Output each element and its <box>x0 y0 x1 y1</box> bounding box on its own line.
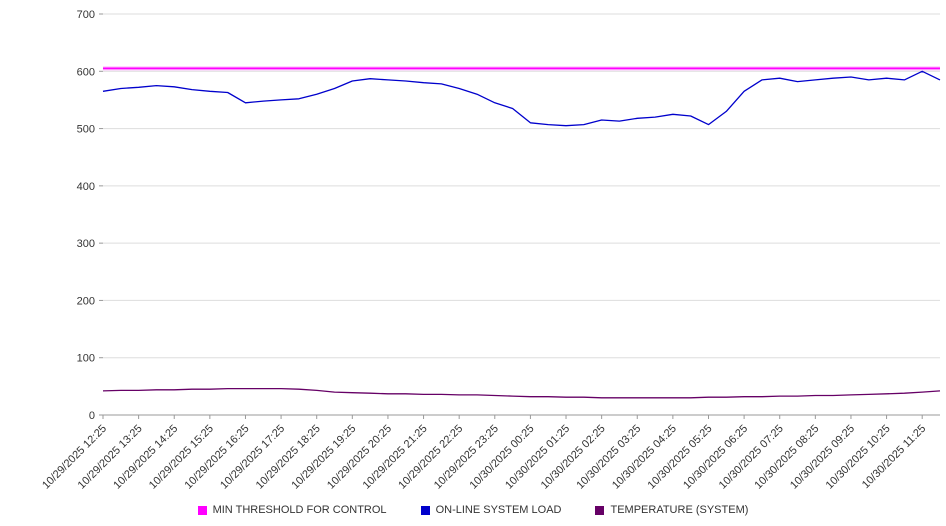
x-tick-label: 10/29/2025 17:25 <box>218 423 287 492</box>
y-tick-label: 500 <box>77 124 95 136</box>
x-tick-label: 10/29/2025 16:25 <box>183 423 252 492</box>
legend-item-min-threshold[interactable]: MIN THRESHOLD FOR CONTROL <box>197 504 387 516</box>
x-tick-label: 10/29/2025 12:25 <box>40 423 109 492</box>
y-tick-label: 700 <box>77 9 95 21</box>
legend-swatch <box>420 505 430 515</box>
series-line <box>102 70 941 127</box>
series-line <box>102 387 941 399</box>
x-tick-label: 10/29/2025 19:25 <box>289 423 358 492</box>
x-tick-label: 10/30/2025 04:25 <box>610 423 679 492</box>
x-tick-label: 10/30/2025 01:25 <box>503 423 572 492</box>
y-tick-label: 100 <box>77 353 95 365</box>
x-tick-label: 10/30/2025 06:25 <box>681 423 750 492</box>
x-tick-label: 10/29/2025 13:25 <box>76 423 145 492</box>
x-tick-label: 10/30/2025 09:25 <box>788 423 857 492</box>
y-tick-label: 300 <box>77 238 95 250</box>
x-tick-label: 10/29/2025 15:25 <box>147 423 216 492</box>
legend-swatch <box>197 505 207 515</box>
chart-legend: MIN THRESHOLD FOR CONTROL ON-LINE SYSTEM… <box>0 500 946 520</box>
x-tick-label: 10/29/2025 18:25 <box>254 423 323 492</box>
y-tick-label: 600 <box>77 66 95 78</box>
x-tick-label: 10/29/2025 22:25 <box>396 423 465 492</box>
x-tick-label: 10/30/2025 03:25 <box>574 423 643 492</box>
x-tick-label: 10/30/2025 00:25 <box>467 423 536 492</box>
x-tick-label: 10/30/2025 07:25 <box>717 423 786 492</box>
legend-item-temperature[interactable]: TEMPERATURE (SYSTEM) <box>595 504 748 516</box>
x-tick-label: 10/29/2025 23:25 <box>432 423 501 492</box>
y-tick-label: 400 <box>77 181 95 193</box>
legend-label: ON-LINE SYSTEM LOAD <box>435 504 562 516</box>
x-tick-label: 10/29/2025 14:25 <box>111 423 180 492</box>
x-tick-label: 10/30/2025 10:25 <box>824 423 893 492</box>
legend-label: MIN THRESHOLD FOR CONTROL <box>212 504 387 516</box>
legend-item-system-load[interactable]: ON-LINE SYSTEM LOAD <box>420 504 562 516</box>
x-tick-label: 10/30/2025 08:25 <box>752 423 821 492</box>
x-tick-label: 10/29/2025 20:25 <box>325 423 394 492</box>
x-tick-label: 10/30/2025 02:25 <box>539 423 608 492</box>
y-tick-label: 0 <box>89 410 95 422</box>
legend-swatch <box>595 505 605 515</box>
x-tick-label: 10/30/2025 11:25 <box>860 423 928 491</box>
y-tick-label: 200 <box>77 295 95 307</box>
x-tick-label: 10/29/2025 21:25 <box>361 423 430 492</box>
legend-label: TEMPERATURE (SYSTEM) <box>610 504 749 516</box>
x-tick-label: 10/30/2025 05:25 <box>646 423 715 492</box>
